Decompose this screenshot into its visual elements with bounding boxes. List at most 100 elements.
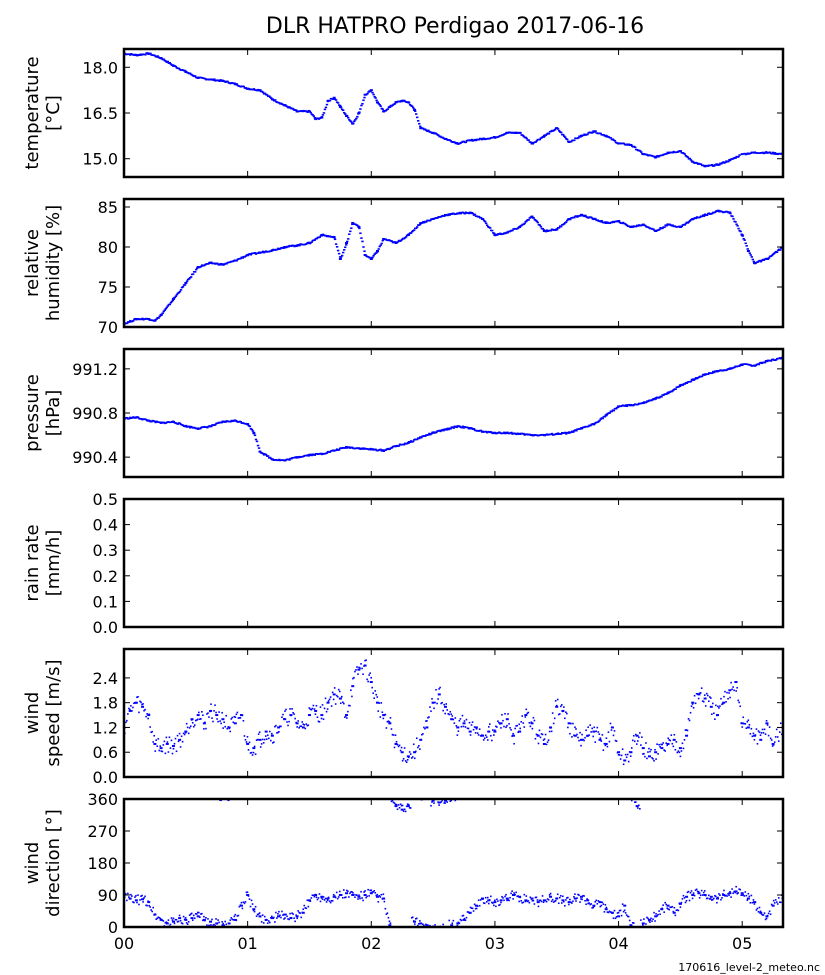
data-point [419, 922, 423, 925]
trace-dot [227, 726, 230, 728]
trace-dot [344, 246, 347, 249]
trace-dot [158, 749, 161, 752]
trace-dot [357, 113, 360, 115]
trace-dot [260, 743, 263, 745]
panels: 15.016.518.0temperature[°C]70758085relat… [22, 47, 785, 953]
trace-dot [133, 901, 135, 904]
trace-dot [423, 726, 425, 729]
trace-dot [376, 101, 379, 104]
trace-dot [765, 719, 768, 722]
trace-dot [502, 134, 505, 136]
trace-dot [389, 922, 392, 925]
trace-dot [222, 922, 224, 925]
trace-dot [241, 257, 245, 259]
trace-dot [494, 729, 496, 732]
trace-dot [193, 917, 196, 920]
trace-dot [268, 456, 272, 459]
trace-dot [169, 301, 173, 304]
trace-dot [676, 151, 679, 153]
trace-dot [411, 756, 414, 758]
data-point [363, 894, 367, 896]
trace-dot [374, 97, 377, 99]
trace-dot [214, 924, 216, 927]
data-point [301, 726, 305, 729]
trace-dot [273, 741, 275, 743]
trace-dot [540, 900, 543, 903]
trace-dot [574, 893, 576, 895]
trace-dot [522, 223, 525, 226]
trace-dot [594, 218, 597, 220]
trace-dot [599, 220, 602, 223]
trace-dot [623, 909, 626, 912]
trace-dot [202, 919, 204, 922]
trace-dot [379, 244, 382, 246]
data-point [258, 738, 262, 741]
trace-dot [689, 380, 693, 383]
data-point [141, 705, 145, 708]
trace-dot [252, 751, 255, 754]
trace-dot [559, 894, 562, 897]
trace-dot [409, 232, 413, 234]
trace-dot [515, 433, 518, 436]
trace-dot [692, 706, 695, 709]
trace-dot [648, 919, 650, 922]
trace-dot [553, 900, 556, 903]
trace-dot [263, 92, 267, 95]
trace-dot [506, 431, 509, 434]
trace-dot [748, 895, 751, 898]
trace-dot [603, 911, 606, 913]
data-point [184, 918, 188, 921]
trace-dot [251, 754, 254, 756]
trace-dot [345, 244, 348, 246]
trace-dot [711, 372, 714, 374]
trace-dot [194, 913, 197, 915]
trace-dot [527, 139, 530, 141]
trace-dot [164, 921, 167, 924]
trace-dot [429, 219, 432, 222]
trace-dot [131, 417, 134, 419]
trace-dot [336, 102, 340, 104]
trace-dot [134, 701, 136, 704]
trace-dot [530, 215, 533, 218]
trace-dot [136, 696, 138, 699]
trace-dot [742, 894, 745, 896]
trace-dot [158, 315, 161, 318]
trace-dot [711, 163, 714, 166]
trace-dot [644, 755, 646, 758]
trace-dot [422, 220, 425, 223]
trace-dot [444, 712, 446, 715]
trace-dot [580, 898, 582, 900]
trace-dot [151, 910, 153, 913]
trace-dot [276, 917, 278, 919]
trace-dot [494, 899, 496, 902]
trace-dot [765, 917, 768, 920]
trace-dot [168, 736, 171, 739]
trace-dot [700, 889, 703, 892]
trace-dot [297, 720, 299, 722]
trace-dot [390, 105, 394, 107]
trace-dot [624, 404, 628, 406]
trace-dot [129, 708, 131, 711]
trace-dot [218, 921, 220, 924]
trace-dot [244, 738, 247, 741]
trace-dot [716, 163, 719, 165]
trace-dot [379, 105, 382, 107]
trace-dot [297, 456, 300, 459]
trace-dot [324, 234, 328, 237]
trace-dot [287, 724, 289, 727]
trace-dot [570, 431, 573, 434]
trace-dot [372, 254, 375, 257]
trace-dot [640, 744, 642, 746]
trace-dot [128, 896, 130, 898]
data-point [233, 918, 237, 921]
trace-dot [203, 728, 205, 730]
trace-dot [366, 92, 369, 95]
trace-dot [468, 912, 471, 915]
trace-dot [346, 717, 348, 719]
trace-dot [753, 738, 756, 741]
trace-dot [728, 211, 731, 213]
trace-dot [690, 890, 693, 892]
trace-dot [267, 920, 270, 922]
trace-dot [185, 722, 188, 725]
